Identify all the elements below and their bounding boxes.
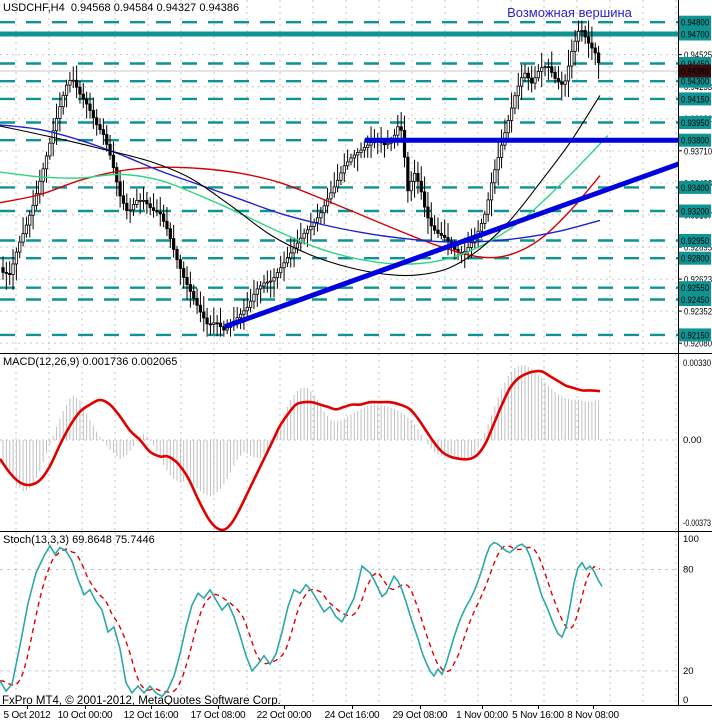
axis-label: 20 [683, 666, 694, 677]
macd-signal-line[interactable] [0, 369, 601, 532]
main-chart-panel[interactable]: 0.945250.942530.939820.937100.934380.931… [0, 0, 712, 354]
axis-label: -0.00373 [683, 518, 711, 529]
ma-blue-line[interactable] [0, 124, 601, 243]
time-tick [420, 706, 421, 709]
axis-label: 0.92150 [681, 330, 709, 341]
candles-group [0, 20, 609, 337]
axis-label: 100 [683, 534, 699, 545]
price-level-badge [679, 116, 711, 129]
ma-red-line[interactable] [0, 166, 601, 259]
time-scale[interactable]: 5 Oct 2012 10 Oct 00:00 12 Oct 16:00 17 Oct… [0, 706, 712, 727]
chart-title: USDCHF,H4 0.94568 0.94584 0.94327 0.9438… [3, 2, 239, 14]
macd-panel[interactable]: 0.00330 0.00 -0.00373 [0, 354, 712, 532]
time-tick [284, 706, 285, 709]
macd-signal-value: 0.002065 [131, 356, 178, 368]
time-tick [538, 706, 539, 709]
ma-black-line[interactable] [0, 95, 601, 277]
price-level-badge [679, 234, 711, 247]
axis-label: 0.92080 [684, 339, 712, 350]
axis-label: 0.92550 [681, 283, 709, 294]
time-axis-label: 8 Nov 08:00 [567, 710, 619, 721]
stoch-indicator-label: Stoch(13,3,3) 69.8648 75.7446 [3, 534, 155, 546]
time-axis-label: 1 Nov 00:00 [456, 710, 508, 721]
price-level-badge [679, 293, 711, 306]
axis-label: 0.93800 [681, 136, 709, 147]
stoch-k-value: 69.8648 [72, 534, 112, 546]
time-tick [218, 706, 219, 709]
time-axis-label: 10 Oct 00:00 [57, 710, 113, 721]
axis-label: 0.94386 [681, 67, 709, 78]
axis-label: 0.94150 [681, 94, 709, 105]
stoch-k-line[interactable] [0, 541, 603, 698]
price-level-badge [679, 204, 711, 218]
macd-canvas[interactable]: 0.00330 0.00 -0.00373 [0, 354, 712, 532]
axis-label: 0.92950 [681, 236, 709, 247]
current-price-badge [679, 64, 711, 78]
price-level-badge [679, 133, 711, 147]
axis-label: 0.94450 [681, 59, 709, 70]
axis-label: 0.92800 [681, 254, 709, 265]
axis-label: 0.94800 [681, 18, 709, 29]
time-tick [85, 706, 86, 709]
axis-label: 0.93400 [681, 183, 709, 194]
time-axis-label: 17 Oct 08:00 [190, 710, 246, 721]
axis-label: 0.92352 [684, 307, 712, 318]
axis-label: 0.93200 [681, 207, 709, 218]
axis-label: 0.93950 [681, 118, 709, 129]
time-tick [352, 706, 353, 709]
axis-label: 0.94300 [681, 77, 709, 88]
price-level-badge [679, 180, 711, 194]
macd-indicator-label: MACD(12,26,9) 0.001736 0.002065 [3, 356, 178, 368]
main-chart-canvas[interactable]: 0.945250.942530.939820.937100.934380.931… [0, 0, 712, 354]
ohlc-low: 0.94327 [156, 2, 197, 14]
time-tick [593, 706, 594, 709]
time-axis-label: 5 Nov 16:00 [512, 710, 564, 721]
axis-label: 0.94525 [684, 50, 712, 61]
time-axis-label: 29 Oct 08:00 [392, 710, 448, 721]
time-tick [151, 706, 152, 709]
axis-label: 0.94700 [681, 30, 709, 41]
broker-copyright-label: FxPro MT4, © 2001-2012, MetaQuotes Softw… [2, 695, 281, 707]
axis-label: 0 [683, 695, 688, 706]
time-axis-label: 5 Oct 2012 [3, 710, 51, 721]
ohlc-high: 0.94584 [113, 2, 154, 14]
stoch-d-line[interactable] [0, 544, 601, 694]
axis-label: 0.00330 [683, 358, 711, 369]
price-level-badge [679, 251, 711, 265]
time-tick [482, 706, 483, 709]
axis-label: 0.92450 [681, 295, 709, 306]
axis-label: 80 [683, 565, 694, 576]
scale-bg [679, 532, 712, 706]
ohlc-open: 0.94568 [70, 2, 111, 14]
price-level-badge [679, 27, 711, 41]
stoch-canvas[interactable]: 100 80 20 0 [0, 532, 712, 706]
time-axis-label: 24 Oct 16:00 [324, 710, 380, 721]
time-tick [27, 706, 28, 709]
price-level-badge [679, 74, 711, 88]
axis-label: 0.00 [683, 435, 702, 446]
price-level-badge [679, 281, 711, 295]
time-axis-label: 22 Oct 00:00 [256, 710, 312, 721]
ohlc-close: 0.94386 [199, 2, 240, 14]
macd-histogram-group [2, 365, 600, 497]
support-trendline[interactable] [224, 149, 712, 329]
time-axis-label: 12 Oct 16:00 [123, 710, 179, 721]
axis-label: 0.92895 [684, 242, 712, 253]
stoch-d-value: 75.7446 [114, 534, 155, 546]
macd-current-value: 0.001736 [82, 356, 129, 368]
axis-label: 0.93710 [684, 146, 712, 157]
scale-bg [679, 354, 712, 532]
axis-label: 0.94253 [684, 82, 712, 93]
stoch-panel[interactable]: 100 80 20 0 [0, 532, 712, 706]
symbol-timeframe-label: USDCHF,H4 [3, 2, 65, 14]
ma-green-line[interactable] [0, 135, 609, 265]
chart-text-annotation[interactable]: Возможная вершина [507, 5, 632, 20]
price-level-badge [679, 328, 711, 342]
axis-label: 0.92623 [684, 275, 712, 286]
price-level-badge [679, 15, 711, 29]
price-level-badge [679, 92, 711, 106]
